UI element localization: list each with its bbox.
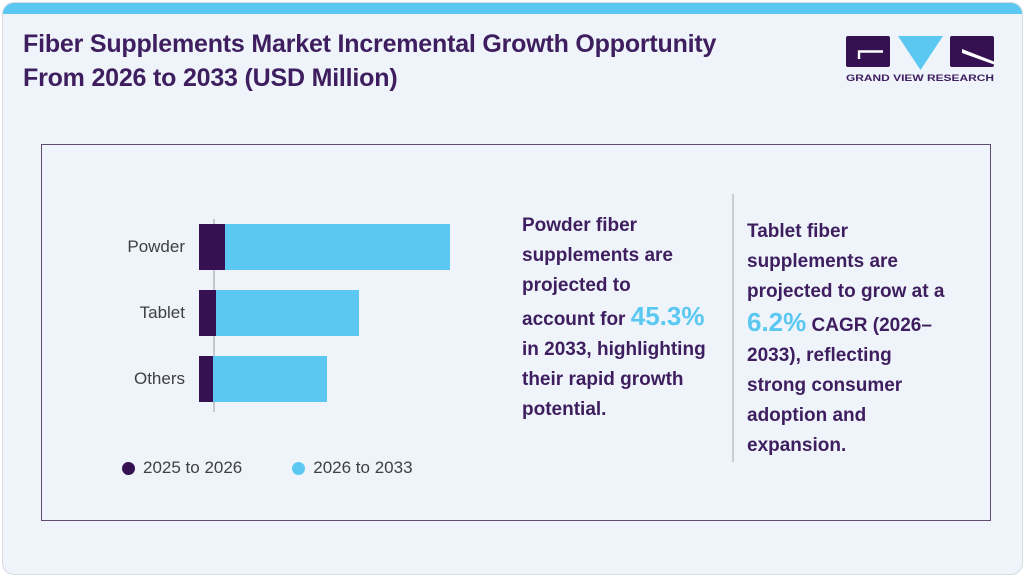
- legend-item-2025-2026: 2025 to 2026: [122, 458, 242, 478]
- category-label: Tablet: [139, 303, 185, 322]
- chart-legend: 2025 to 2026 2026 to 2033: [122, 458, 413, 478]
- bar-track: [199, 356, 327, 402]
- bar-segment-2025-to-2026: [199, 356, 213, 402]
- powder-insight-text: Powder fiber supplements are projected t…: [522, 211, 708, 425]
- incremental-growth-bar-chart: Powder Tablet Others: [92, 224, 450, 422]
- bar-track: [199, 224, 450, 270]
- top-accent-bar: [3, 3, 1022, 14]
- highlight-value: 6.2%: [747, 307, 807, 337]
- bar-row-others: Others: [92, 356, 450, 402]
- bar-segment-2026-to-2033: [216, 290, 359, 336]
- bar-segment-2025-to-2026: [199, 224, 225, 270]
- bar-track: [199, 290, 359, 336]
- bar-segment-2025-to-2026: [199, 290, 216, 336]
- logo-g-mark: [857, 50, 883, 59]
- insight-text-post: in 2033, highlighting their rapid growth…: [522, 339, 706, 420]
- bar-row-powder: Powder: [92, 224, 450, 270]
- insight-text-pre: Tablet fiber supplements are projected t…: [747, 221, 945, 302]
- logo-v-triangle: [898, 36, 943, 70]
- highlight-value: 45.3%: [630, 301, 705, 331]
- page-title-line1: Fiber Supplements Market Incremental Gro…: [23, 30, 717, 58]
- bar-segment-2026-to-2033: [213, 356, 327, 402]
- legend-dot-2026-2033: [292, 461, 306, 475]
- tablet-insight-text: Tablet fiber supplements are projected t…: [747, 217, 952, 461]
- logo-r-mark: [962, 49, 994, 65]
- vertical-divider: [732, 194, 734, 462]
- category-label: Others: [133, 369, 185, 388]
- logo-wordmark: GRAND VIEW RESEARCH: [846, 73, 994, 84]
- content-card: Powder Tablet Others 2025 to 2026 2026 to …: [41, 144, 991, 521]
- page-title-line2: From 2026 to 2033 (USD Million): [23, 64, 398, 92]
- category-label: Powder: [127, 237, 185, 256]
- legend-dot-2025-2026: [122, 461, 135, 475]
- insight-text-pre: Powder fiber supplements are projected t…: [522, 215, 673, 330]
- grand-view-research-logo: GRAND VIEW RESEARCH: [846, 36, 994, 84]
- insight-text-post: CAGR (2026–2033), reflecting strong cons…: [747, 315, 932, 456]
- bar-row-tablet: Tablet: [92, 290, 450, 336]
- logo-r-block: [950, 36, 994, 67]
- legend-label: 2025 to 2026: [143, 458, 243, 477]
- bar-segment-2026-to-2033: [225, 224, 450, 270]
- legend-label: 2026 to 2033: [313, 458, 413, 477]
- legend-item-2026-2033: 2026 to 2033: [292, 458, 413, 478]
- page-title: Fiber Supplements Market Incremental Gro…: [23, 27, 843, 95]
